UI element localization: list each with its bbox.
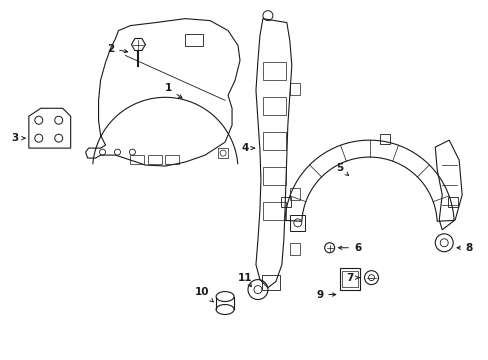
Text: 10: 10 xyxy=(195,287,213,302)
Text: 6: 6 xyxy=(338,243,361,253)
Text: 2: 2 xyxy=(107,44,127,54)
Text: 9: 9 xyxy=(316,289,335,300)
Text: 7: 7 xyxy=(345,273,358,283)
Text: 4: 4 xyxy=(241,143,254,153)
Text: 3: 3 xyxy=(11,133,25,143)
Text: 5: 5 xyxy=(335,163,348,176)
Text: 8: 8 xyxy=(456,243,472,253)
Text: 1: 1 xyxy=(164,84,182,98)
Text: 11: 11 xyxy=(237,273,252,287)
